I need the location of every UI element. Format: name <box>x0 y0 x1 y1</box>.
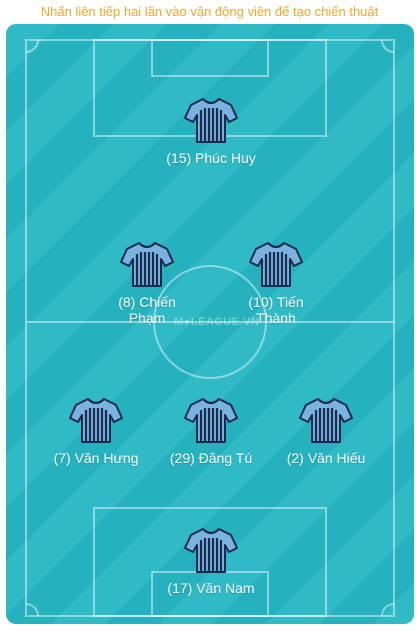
player-15[interactable]: (15) Phúc Huy <box>146 96 276 166</box>
jersey-icon <box>184 398 238 443</box>
player-name: (10) Tiến Thành <box>248 294 304 326</box>
football-pitch: M●LEAGUE.VN (15) Phúc Huy (8) Chiến Phạm <box>6 24 414 624</box>
player-name: (8) Chiến Phạm <box>118 294 176 326</box>
jersey-icon <box>184 528 238 573</box>
player-8[interactable]: (8) Chiến Phạm <box>82 240 212 326</box>
jersey-icon <box>120 242 174 287</box>
pitch-lines <box>25 39 395 617</box>
player-name: (17) Văn Nam <box>167 580 255 596</box>
player-10[interactable]: (10) Tiến Thành <box>211 240 341 326</box>
player-29[interactable]: (29) Đăng Tú <box>146 396 276 466</box>
jersey-icon <box>249 242 303 287</box>
player-name: (7) Văn Hưng <box>53 450 139 466</box>
player-name: (15) Phúc Huy <box>166 150 256 166</box>
player-2[interactable]: (2) Văn Hiếu <box>261 396 391 466</box>
jersey-icon <box>299 398 353 443</box>
player-name: (2) Văn Hiếu <box>286 450 366 466</box>
jersey-icon <box>69 398 123 443</box>
jersey-icon <box>184 98 238 143</box>
player-name: (29) Đăng Tú <box>169 450 253 466</box>
player-7[interactable]: (7) Văn Hưng <box>31 396 161 466</box>
league-watermark: M●LEAGUE.VN <box>174 316 260 328</box>
player-17[interactable]: (17) Văn Nam <box>146 526 276 596</box>
tactics-hint: Nhấn liên tiếp hai lần vào vận động viên… <box>40 4 379 19</box>
